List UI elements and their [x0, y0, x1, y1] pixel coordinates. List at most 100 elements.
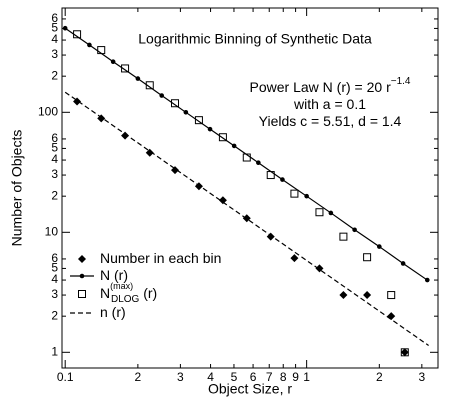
diamond-point [339, 291, 348, 300]
diamond-point [363, 291, 372, 300]
plot-frame [61, 7, 439, 369]
legend-item: N (r) [70, 267, 128, 283]
x-tick-label: 2 [376, 370, 383, 384]
legend-item: N(max) DLOG (r) [78, 281, 157, 305]
y-tick-label: 1 [51, 344, 58, 358]
square-point [171, 99, 180, 108]
dot-point [328, 210, 334, 216]
legend-text: N [100, 267, 110, 283]
dot-point [135, 76, 141, 81]
square-point [145, 81, 154, 90]
square-point [73, 30, 82, 39]
x-tick-label: 6 [250, 370, 257, 384]
legend-sup: (max) [110, 281, 133, 291]
legend-symbol [79, 273, 85, 279]
legend-label: Number in each bin [100, 250, 221, 266]
dot-point [87, 42, 92, 48]
diamond-point [194, 182, 203, 191]
legend-symbol [78, 255, 86, 263]
square-point [121, 64, 130, 73]
annotation-text: with a = 0.1 [293, 96, 366, 112]
y-axis-label: Number of Objects [9, 130, 25, 247]
legend-symbol [78, 290, 86, 298]
dot-point [183, 110, 189, 115]
series-line [64, 91, 429, 346]
square-point [315, 208, 324, 217]
legend-label: N(max) DLOG (r) [100, 281, 157, 304]
x-tick-label: 2 [135, 370, 142, 384]
y-tick-label: 6 [51, 251, 58, 265]
y-tick-label: 5 [51, 261, 58, 275]
y-tick-label: 3 [51, 47, 58, 61]
dot-point [280, 177, 285, 182]
y-tick-label: 10 [45, 224, 59, 238]
x-tick-label: 3 [177, 370, 184, 384]
square-point [266, 171, 275, 180]
x-tick-label: 1 [303, 370, 310, 384]
square-point [290, 189, 299, 198]
dot-point [231, 143, 237, 149]
y-tick-label: 2 [51, 68, 58, 82]
x-tick-label: 4 [207, 370, 214, 384]
y-tick-label: 4 [51, 32, 58, 46]
legend-sub: DLOG [111, 294, 140, 305]
legend-text: Number in each bin [100, 250, 221, 266]
annotation: with a = 0.1 [293, 96, 366, 112]
square-point [218, 133, 227, 142]
diamond-point [218, 196, 227, 205]
legend-item: n (r) [70, 304, 126, 320]
annotation-text: Power Law N (r) = 20 r [250, 79, 392, 95]
y-tick-label: 3 [51, 167, 58, 181]
square-point [97, 46, 106, 55]
legend-label: n (r) [100, 304, 126, 320]
legend-text: (r) [139, 285, 157, 301]
legend-text: (r) [110, 267, 128, 283]
dot-point [110, 59, 116, 65]
square-point [363, 253, 372, 262]
diamond-point [387, 312, 396, 321]
dot-point [352, 227, 357, 233]
x-tick-label: 0.1 [57, 370, 74, 384]
dot-point [62, 25, 68, 31]
y-tick-label: 4 [51, 152, 58, 166]
dot-point [207, 126, 213, 132]
dot-point [377, 244, 382, 249]
y-tick-label: 5 [51, 21, 58, 35]
square-point [194, 116, 203, 125]
legend-label: N (r) [100, 267, 128, 283]
annotation: Power Law N (r) = 20 r−1.4 [250, 76, 411, 95]
x-tick-label: 7 [266, 370, 273, 384]
x-tick-label: 8 [280, 370, 287, 384]
diamond-point [400, 348, 409, 357]
y-tick-label: 100 [38, 104, 58, 118]
x-tick-label: 5 [231, 370, 238, 384]
x-axis-label: Object Size, r [208, 381, 292, 397]
y-tick-label: 6 [51, 131, 58, 145]
dot-point [159, 93, 164, 98]
diamond-point [121, 131, 130, 140]
square-point [242, 153, 251, 162]
x-tick-label: 3 [418, 370, 425, 384]
dot-point [304, 193, 309, 199]
y-tick-label: 4 [51, 272, 58, 286]
diamond-point [266, 232, 275, 241]
diamond-point [242, 214, 251, 223]
square-point [339, 232, 348, 241]
chart-title: Logarithmic Binning of Synthetic Data [138, 31, 372, 47]
diamond-point [145, 148, 154, 157]
y-tick-label: 2 [51, 308, 58, 322]
y-tick-label: 2 [51, 188, 58, 202]
legend-text: (r) [108, 304, 126, 320]
legend-text: n [100, 304, 108, 320]
square-point [387, 291, 396, 300]
square-point [400, 348, 409, 357]
annotation-text: Yields c = 5.51, d = 1.4 [259, 113, 402, 129]
dot-point [424, 277, 430, 283]
annotation: Yields c = 5.51, d = 1.4 [259, 113, 402, 129]
y-tick-label: 5 [51, 141, 58, 155]
dot-point [400, 261, 406, 266]
legend-text: N [100, 285, 110, 301]
legend-item: Number in each bin [78, 250, 221, 266]
y-tick-label: 3 [51, 287, 58, 301]
diamond-point [290, 254, 299, 263]
